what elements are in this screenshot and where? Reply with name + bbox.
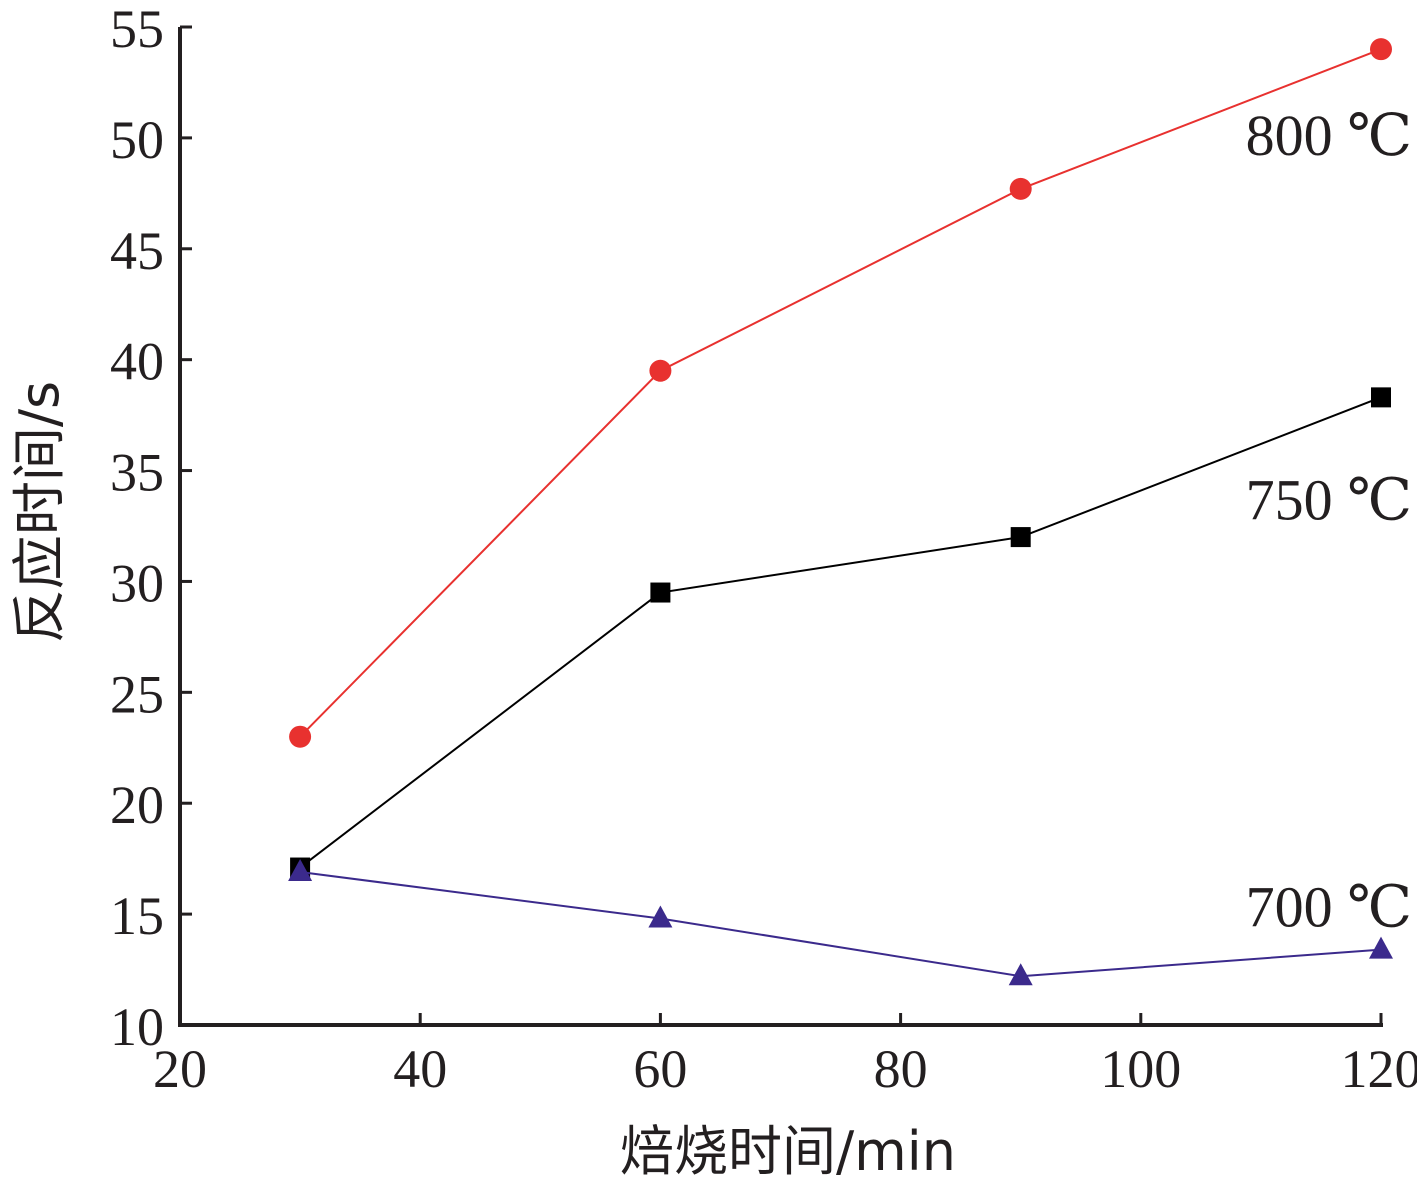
x-tick-label: 80 <box>874 1039 928 1099</box>
y-axis-title: 反应时间/s <box>8 381 71 643</box>
x-tick-label: 120 <box>1341 1039 1417 1099</box>
series-2-point <box>650 582 671 603</box>
series-1-point <box>289 725 312 748</box>
y-tick-label: 15 <box>110 886 164 946</box>
series-1 <box>289 38 1392 748</box>
series-1-point <box>1009 177 1032 200</box>
series-2-label: 750 ℃ <box>1246 467 1412 532</box>
series-3-point <box>648 905 673 928</box>
series-1-point <box>649 359 672 382</box>
x-tick-label: 60 <box>633 1039 687 1099</box>
y-tick-label: 35 <box>110 443 164 503</box>
x-tick-label: 20 <box>153 1039 207 1099</box>
x-tick-label: 40 <box>393 1039 447 1099</box>
axes <box>178 27 1383 1027</box>
series-1-line <box>299 48 1382 738</box>
y-tick-label: 10 <box>110 997 164 1057</box>
series-2-line <box>299 396 1382 869</box>
y-tick-label: 40 <box>110 332 164 392</box>
y-tick-label: 50 <box>110 110 164 170</box>
x-axis-title: 焙烧时间/min <box>620 1120 956 1181</box>
y-tick-label: 55 <box>110 0 164 59</box>
series-2 <box>290 387 1391 878</box>
y-axis-ticks: 10 15 20 25 30 35 40 45 50 55 <box>110 0 192 1057</box>
y-tick-label: 20 <box>110 775 164 835</box>
y-tick-label: 30 <box>110 553 164 613</box>
series-2-point <box>1371 387 1391 408</box>
series-1-point <box>1370 38 1392 61</box>
y-tick-label: 45 <box>110 221 164 281</box>
series-3-point <box>1008 963 1033 986</box>
x-tick-label: 100 <box>1100 1039 1181 1099</box>
series-group <box>288 38 1393 986</box>
y-tick-label: 25 <box>110 664 164 724</box>
series-labels: 800 ℃ 750 ℃ 700 ℃ <box>1246 103 1412 939</box>
series-3 <box>288 858 1393 986</box>
series-2-point <box>1010 527 1031 548</box>
series-3-point <box>1369 936 1393 959</box>
series-1-label: 800 ℃ <box>1246 103 1412 168</box>
x-axis-ticks: 20 40 60 80 100 120 <box>153 1013 1417 1099</box>
series-3-label: 700 ℃ <box>1246 875 1412 940</box>
series-3-point <box>288 858 313 881</box>
series-3-line <box>299 870 1382 978</box>
